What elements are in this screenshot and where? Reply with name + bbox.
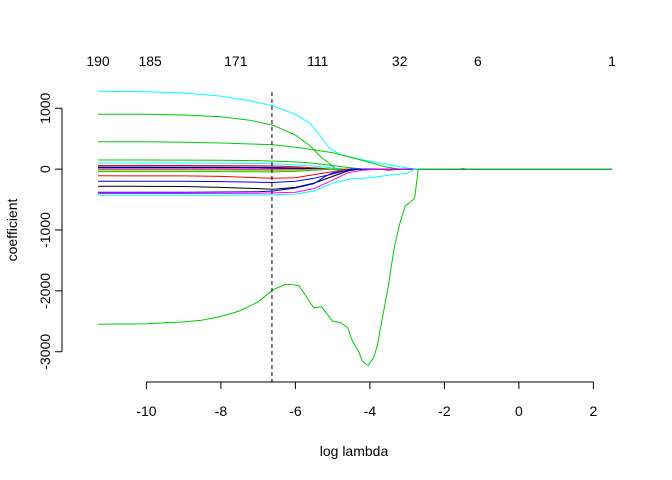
y-tick-label: 1000: [37, 92, 53, 123]
y-tick-label: -3000: [37, 334, 53, 370]
y-tick-label: -1000: [37, 212, 53, 248]
coefficient-path-16: [98, 168, 612, 194]
top-axis-label: 185: [138, 53, 162, 69]
coefficient-path-17: [98, 168, 612, 196]
x-axis: -10 -8 -6 -4 -2 0 2: [136, 381, 597, 419]
coefficient-path-18: [97, 168, 612, 367]
x-tick-label: -6: [289, 403, 302, 419]
coefficient-path-5: [98, 162, 612, 170]
top-axis-label: 171: [224, 53, 248, 69]
top-axis-label: 32: [392, 53, 408, 69]
y-axis: 1000 0 -1000 -2000 -3000: [37, 92, 63, 370]
top-axis-label: 190: [86, 53, 110, 69]
x-tick-label: 0: [515, 403, 523, 419]
coefficient-path-12: [97, 168, 612, 179]
coefficient-path-4: [98, 159, 612, 170]
top-axis: 190 185 171 111 32 6 1: [86, 53, 616, 69]
x-tick-label: 2: [589, 403, 597, 419]
x-tick-label: -2: [438, 403, 451, 419]
top-axis-label: 111: [307, 53, 328, 69]
coefficient-path-2: [98, 113, 612, 170]
plot-lines: [97, 90, 612, 367]
y-tick-label: 0: [37, 165, 53, 173]
coefficient-path-1: [97, 90, 612, 170]
top-axis-label: 1: [608, 53, 616, 69]
top-axis-label: 6: [474, 53, 482, 69]
y-axis-label: coefficient: [4, 198, 20, 261]
coefficient-path-3: [98, 141, 612, 170]
x-tick-label: -4: [364, 403, 377, 419]
coefficient-path-11: [98, 168, 612, 173]
x-tick-label: -10: [136, 403, 156, 419]
x-axis-label: log lambda: [320, 443, 389, 459]
y-tick-label: -2000: [37, 273, 53, 309]
coefficient-path-15: [98, 168, 612, 193]
x-tick-label: -8: [215, 403, 228, 419]
